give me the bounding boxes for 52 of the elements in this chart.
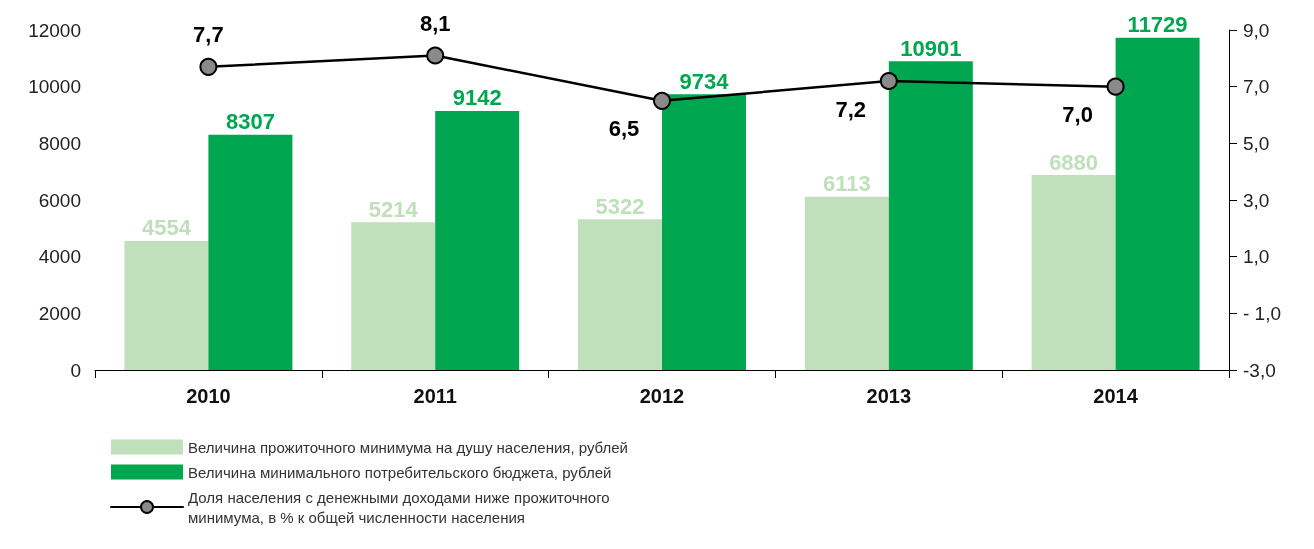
y2-tick-label: -3,0 xyxy=(1243,359,1276,381)
point xyxy=(426,46,445,65)
data-label: 6,5 xyxy=(608,116,640,142)
bar xyxy=(1115,37,1200,370)
y2-tick-label: 3,0 xyxy=(1243,189,1270,211)
point xyxy=(199,57,218,76)
data-label: 7,7 xyxy=(193,22,224,48)
y2-tick-label: 5,0 xyxy=(1243,132,1270,154)
y-tick-label: 10000 xyxy=(28,76,81,98)
bar xyxy=(435,110,520,370)
point xyxy=(1106,77,1125,96)
bar xyxy=(804,196,889,370)
x-tick-label: 2012 xyxy=(639,385,685,407)
data-label: 5214 xyxy=(368,196,419,222)
y-tick-label: 12000 xyxy=(28,19,81,41)
y-tick-label: 6000 xyxy=(38,189,81,211)
bar xyxy=(888,61,973,370)
data-label: 9142 xyxy=(452,85,502,111)
y2-tick-label: - 1,0 xyxy=(1243,302,1282,324)
y-tick-label: 4000 xyxy=(38,246,81,268)
y-tick-label: 0 xyxy=(70,359,81,381)
bar xyxy=(1031,175,1116,370)
data-label: 5322 xyxy=(595,193,645,219)
bar xyxy=(124,240,209,370)
legend-label: Величина минимального потребительского бюджета, рублей xyxy=(188,463,612,481)
y2-tick-label: 1,0 xyxy=(1243,246,1270,268)
bar xyxy=(578,219,662,370)
bar xyxy=(208,134,293,370)
bar xyxy=(351,222,436,370)
data-label: 4554 xyxy=(141,215,192,241)
y2-tick-label: 7,0 xyxy=(1243,76,1270,98)
x-tick-label: 2010 xyxy=(186,385,231,407)
x-tick-label: 2014 xyxy=(1093,385,1139,407)
x-tick-label: 2013 xyxy=(866,385,912,407)
point xyxy=(653,91,671,110)
data-label: 8307 xyxy=(225,109,275,135)
x-tick-label: 2011 xyxy=(413,385,457,407)
legend-label: Величина прожиточного минимума на душу населения, рублей xyxy=(188,438,628,456)
y2-tick-label: 9,0 xyxy=(1243,19,1270,41)
legend-label: Доля населения с денежными доходами ниже прожиточного минимума, в % к общей численности населения xyxy=(188,488,614,526)
data-label: 7,0 xyxy=(1062,102,1093,128)
data-label: 9734 xyxy=(679,68,730,94)
data-label: 11729 xyxy=(1127,12,1188,38)
point xyxy=(879,72,898,90)
data-label: 7,2 xyxy=(835,96,867,122)
data-label: 8,1 xyxy=(419,11,451,36)
data-label: 6880 xyxy=(1049,149,1099,175)
y-tick-label: 8000 xyxy=(38,132,81,154)
data-label: 6113 xyxy=(822,171,871,197)
bar xyxy=(662,94,746,370)
y-tick-label: 2000 xyxy=(38,302,81,324)
data-label: 10901 xyxy=(900,35,962,61)
